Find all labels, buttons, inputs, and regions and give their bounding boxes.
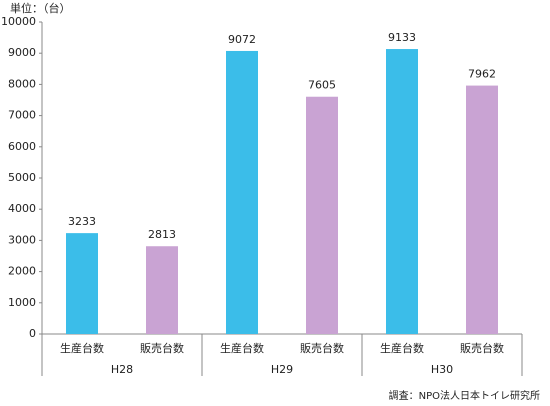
y-tick-label: 9000 <box>8 46 36 59</box>
x-tick-label: 販売台数 <box>140 341 184 355</box>
y-tick-label: 8000 <box>8 77 36 90</box>
x-tick-label: 販売台数 <box>300 341 344 355</box>
y-tick-label: 3000 <box>8 233 36 246</box>
bar <box>146 246 178 334</box>
x-tick-label: 生産台数 <box>60 341 104 355</box>
value-label: 9133 <box>388 31 416 44</box>
y-tick-label: 5000 <box>8 171 36 184</box>
value-label: 9072 <box>228 33 256 46</box>
group-label: H29 <box>271 363 293 376</box>
x-tick-label: 販売台数 <box>460 341 504 355</box>
group-label: H28 <box>111 363 133 376</box>
y-tick-label: 4000 <box>8 202 36 215</box>
value-label: 7962 <box>468 68 496 81</box>
y-tick-label: 0 <box>29 327 36 340</box>
y-tick-label: 1000 <box>8 296 36 309</box>
y-tick-label: 6000 <box>8 140 36 153</box>
source-note: 調査：NPO法人日本トイレ研究所 <box>389 389 540 402</box>
bar <box>66 233 98 334</box>
group-label: H30 <box>431 363 453 376</box>
value-label: 7605 <box>308 79 336 92</box>
bar <box>226 50 258 334</box>
y-tick-label: 10000 <box>1 15 36 28</box>
bar <box>306 96 338 334</box>
value-label: 2813 <box>148 228 176 241</box>
value-label: 3233 <box>68 215 96 228</box>
x-tick-label: 生産台数 <box>220 341 264 355</box>
x-tick-label: 生産台数 <box>380 341 424 355</box>
bar <box>466 85 498 334</box>
unit-label: 単位：（台） <box>10 1 71 15</box>
bar <box>386 49 418 334</box>
y-tick-label: 7000 <box>8 109 36 122</box>
y-tick-label: 2000 <box>8 265 36 278</box>
